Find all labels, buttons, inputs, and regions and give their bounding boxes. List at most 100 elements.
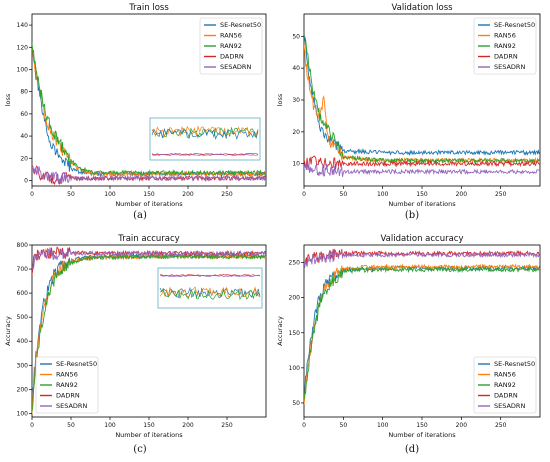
y-tick-label: 50	[292, 33, 300, 40]
x-tick-label: 200	[182, 191, 194, 198]
y-tick-label: 40	[20, 133, 28, 140]
panel-caption: (c)	[133, 444, 147, 455]
x-tick-label: 0	[302, 422, 306, 429]
x-tick-label: 250	[221, 422, 233, 429]
legend-label: RAN56	[494, 371, 516, 379]
y-tick-label: 20	[292, 129, 300, 136]
series-line-sesadrn	[32, 165, 266, 184]
y-tick-label: 800	[17, 242, 29, 249]
x-tick-label: 0	[30, 422, 34, 429]
legend-frame	[199, 17, 263, 75]
series-line-se-resnet50	[304, 35, 540, 157]
chart-title: Validation accuracy	[380, 234, 463, 244]
x-tick-label: 250	[495, 191, 507, 198]
series-line-ran92	[32, 42, 266, 177]
series-line-ran92	[304, 265, 540, 400]
x-tick-label: 150	[416, 191, 428, 198]
y-axis-label: loss	[276, 93, 284, 106]
legend: SE-Resnet50 RAN56 RAN92 DADRN SESADRN	[35, 356, 99, 414]
legend-label: RAN56	[220, 32, 242, 40]
y-tick-label: 300	[17, 362, 29, 369]
legend-label: DADRN	[494, 392, 518, 400]
legend-label: RAN92	[494, 42, 516, 50]
y-axis-label: loss	[4, 93, 12, 106]
legend-label: RAN92	[220, 42, 242, 50]
y-tick-label: 100	[17, 66, 29, 73]
y-tick-label: 60	[20, 111, 28, 118]
x-tick-label: 250	[221, 191, 233, 198]
inset-line-sesadrn	[151, 154, 259, 156]
legend: SE-Resnet50 RAN56 RAN92 DADRN SESADRN	[473, 17, 537, 75]
x-tick-label: 50	[67, 191, 75, 198]
legend-frame	[473, 17, 537, 75]
legend-label: SE-Resnet50	[494, 21, 535, 29]
y-axis-label: Accuracy	[276, 316, 284, 346]
chart-title: Validation loss	[391, 3, 453, 13]
inset-line-ran56	[151, 125, 259, 138]
y-tick-label: 120	[17, 44, 29, 51]
x-tick-label: 250	[495, 422, 507, 429]
x-axis-label: Number of iterations	[115, 200, 183, 208]
legend-label: SESADRN	[56, 402, 87, 410]
x-tick-label: 0	[302, 191, 306, 198]
y-tick-label: 0	[24, 177, 28, 184]
chart-panel-4: Validation accuracy 0 50 100 150 200 250 50 100 1…	[276, 234, 541, 455]
series-line-dadrn	[304, 155, 540, 170]
chart-title: Train loss	[128, 3, 169, 13]
y-tick-label: 10	[292, 161, 300, 168]
legend-label: SESADRN	[494, 63, 525, 71]
chart-panel-1: Train loss 0 50 100 150 200 250 0 20 40 60 80 100 120…	[4, 3, 267, 221]
y-tick-label: 140	[17, 22, 29, 29]
x-tick-label: 100	[104, 191, 116, 198]
x-tick-label: 100	[377, 422, 389, 429]
x-tick-label: 200	[456, 191, 468, 198]
y-tick-label: 150	[289, 330, 301, 337]
panel-caption: (b)	[405, 210, 419, 221]
x-axis-label: Number of iterations	[388, 200, 456, 208]
x-axis-label: Number of iterations	[388, 431, 456, 439]
legend-label: RAN92	[56, 381, 78, 389]
legend: SE-Resnet50 RAN56 RAN92 DADRN SESADRN	[199, 17, 263, 75]
y-tick-label: 200	[289, 295, 301, 302]
series-line-ran92	[304, 35, 540, 165]
x-tick-label: 150	[416, 422, 428, 429]
series-line-ran56	[304, 263, 540, 405]
chart-panel-3: Train accuracy 0 50 100 150 200 250 100 200 300 40…	[4, 234, 267, 455]
series-line-sesadrn	[32, 247, 266, 270]
y-tick-label: 100	[289, 365, 301, 372]
panel-caption: (a)	[133, 210, 147, 221]
zoom-inset	[149, 117, 261, 161]
legend-label: RAN56	[56, 371, 78, 379]
y-tick-label: 200	[17, 386, 29, 393]
y-tick-label: 40	[292, 65, 300, 72]
inset-line-ran92	[159, 288, 261, 301]
panel-caption: (d)	[405, 444, 419, 455]
legend-label: SESADRN	[494, 402, 525, 410]
y-tick-label: 250	[289, 260, 301, 267]
legend-frame	[473, 356, 537, 414]
inset-line-dadrn	[151, 153, 259, 156]
x-tick-label: 150	[143, 422, 155, 429]
x-tick-label: 200	[456, 422, 468, 429]
legend-label: SESADRN	[220, 63, 251, 71]
inset-line-dadrn	[159, 274, 261, 277]
y-axis-label: Accuracy	[4, 316, 12, 346]
chart-panel-2: Validation loss 0 50 100 150 200 250 10 20 30 40 50…	[276, 3, 541, 221]
legend-label: DADRN	[220, 53, 244, 61]
series-line-sesadrn	[304, 248, 540, 268]
y-tick-label: 600	[17, 290, 29, 297]
legend-label: DADRN	[494, 53, 518, 61]
x-tick-label: 100	[104, 422, 116, 429]
x-tick-label: 0	[30, 191, 34, 198]
x-tick-label: 150	[143, 191, 155, 198]
legend-label: DADRN	[56, 392, 80, 400]
y-tick-label: 100	[17, 410, 29, 417]
legend-label: RAN56	[494, 32, 516, 40]
x-axis-label: Number of iterations	[115, 431, 183, 439]
zoom-inset	[157, 267, 263, 309]
series-line-sesadrn	[304, 162, 540, 177]
legend-label: RAN92	[494, 381, 516, 389]
legend-label: SE-Resnet50	[494, 360, 535, 368]
legend-frame	[35, 356, 99, 414]
